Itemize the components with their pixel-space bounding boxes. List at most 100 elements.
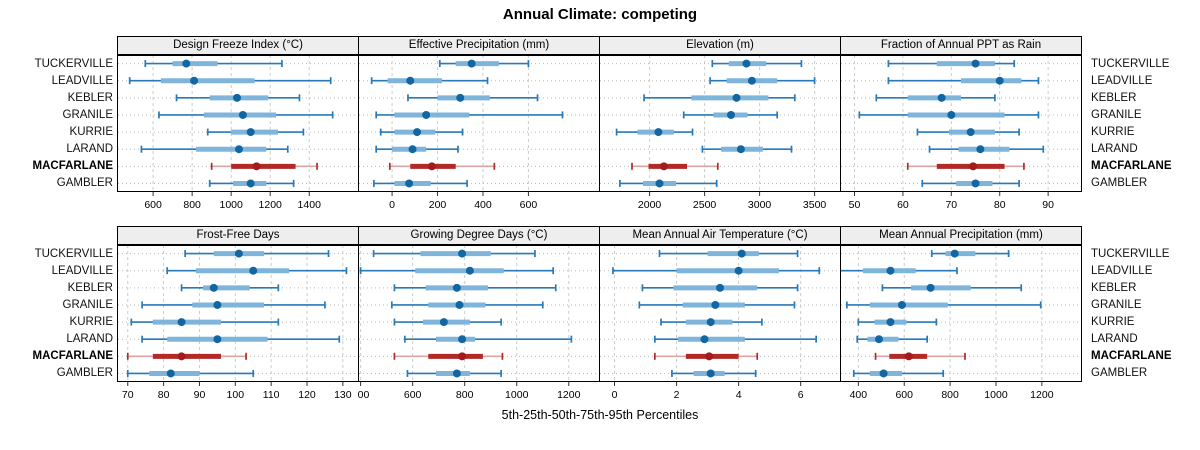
panel-header: Mean Annual Precipitation (mm) bbox=[840, 226, 1082, 245]
row-label-macfarlane: MACFARLANE bbox=[1091, 160, 1172, 173]
x-tick-label: 1000 bbox=[984, 389, 1008, 401]
x-tick-label: 100 bbox=[227, 389, 245, 401]
x-tick-label: 110 bbox=[263, 389, 280, 401]
panel-plot: 0 200 400 600 bbox=[358, 55, 600, 211]
x-tick-label: 80 bbox=[994, 199, 1006, 211]
category-labels-left: TUCKERVILLE LEADVILLE KEBLER GRANILE KURRIE L… bbox=[0, 226, 118, 403]
x-tick-label: 1200 bbox=[557, 389, 581, 401]
x-tick-label: 50 bbox=[849, 199, 861, 211]
x-tick-label: 6 bbox=[798, 389, 804, 401]
panel-plot: 50 60 70 80 90 bbox=[840, 55, 1082, 211]
x-tick-label: 800 bbox=[183, 199, 201, 211]
row-label-granile: GRANILE bbox=[62, 298, 114, 311]
panel-4: Frost-Free Days 70 80 90 100 110 120 130 bbox=[117, 226, 359, 404]
panel-row-bottom: TUCKERVILLE LEADVILLE KEBLER GRANILE KURRIE L… bbox=[0, 226, 1200, 404]
x-tick-label: 1200 bbox=[1030, 389, 1054, 401]
panel-plot: 400 600 800 1000 1200 bbox=[358, 245, 600, 401]
panel-header: Effective Precipitation (mm) bbox=[358, 36, 600, 55]
row-label-tuckerville: TUCKERVILLE bbox=[1091, 247, 1170, 260]
panel-plot: 400 600 800 1000 1200 bbox=[840, 245, 1082, 401]
row-label-granile: GRANILE bbox=[62, 108, 114, 121]
row-label-larand: LARAND bbox=[66, 143, 113, 156]
x-tick-label: 600 bbox=[895, 389, 913, 401]
row-label-larand: LARAND bbox=[1091, 143, 1138, 156]
row-label-leadville: LEADVILLE bbox=[1091, 74, 1153, 87]
panel-plot: 70 80 90 100 110 120 130 bbox=[117, 245, 359, 401]
panel-header: Fraction of Annual PPT as Rain bbox=[840, 36, 1082, 55]
row-label-gambler: GAMBLER bbox=[1091, 367, 1148, 380]
panel-plot: 2000 2500 3000 3500 bbox=[599, 55, 841, 211]
row-label-kebler: KEBLER bbox=[1091, 281, 1137, 294]
x-tick-label: 1400 bbox=[298, 199, 322, 211]
panel-2: Elevation (m) 2000 2500 3000 3500 bbox=[599, 36, 841, 214]
row-label-larand: LARAND bbox=[66, 333, 113, 346]
row-label-gambler: GAMBLER bbox=[56, 367, 113, 380]
panel-7: Mean Annual Precipitation (mm) 400 600 800 1… bbox=[840, 226, 1082, 404]
row-label-macfarlane: MACFARLANE bbox=[32, 350, 114, 363]
x-tick-label: 400 bbox=[358, 389, 370, 401]
x-tick-label: 800 bbox=[456, 389, 474, 401]
x-tick-label: 0 bbox=[612, 389, 618, 401]
panel-5: Growing Degree Days (°C) 400 600 800 1000 120… bbox=[358, 226, 600, 404]
x-axis-label: 5th-25th-50th-75th-95th Percentiles bbox=[501, 408, 699, 422]
x-tick-label: 1200 bbox=[259, 199, 283, 211]
x-tick-label: 2000 bbox=[638, 199, 662, 211]
x-tick-label: 4 bbox=[736, 389, 742, 401]
row-label-kurrie: KURRIE bbox=[1091, 126, 1135, 139]
x-tick-label: 90 bbox=[1042, 199, 1054, 211]
row-label-kurrie: KURRIE bbox=[69, 126, 113, 139]
panel-header: Mean Annual Air Temperature (°C) bbox=[599, 226, 841, 245]
row-label-kebler: KEBLER bbox=[1091, 91, 1137, 104]
panel-header: Design Freeze Index (°C) bbox=[117, 36, 359, 55]
row-label-larand: LARAND bbox=[1091, 333, 1138, 346]
row-label-granile: GRANILE bbox=[1091, 298, 1142, 311]
row-label-leadville: LEADVILLE bbox=[1091, 264, 1153, 277]
row-label-leadville: LEADVILLE bbox=[51, 264, 113, 277]
panel-plot: 600 800 1000 1200 1400 bbox=[117, 55, 359, 211]
panel-3: Fraction of Annual PPT as Rain 50 60 70 80 90 bbox=[840, 36, 1082, 214]
panel-0: Design Freeze Index (°C) 600 800 1000 1200 14… bbox=[117, 36, 359, 214]
panel-6: Mean Annual Air Temperature (°C) 0 2 4 6 bbox=[599, 226, 841, 404]
row-label-gambler: GAMBLER bbox=[56, 177, 113, 190]
x-tick-label: 1000 bbox=[505, 389, 529, 401]
x-tick-label: 400 bbox=[474, 199, 492, 211]
row-label-tuckerville: TUCKERVILLE bbox=[34, 57, 113, 70]
panel-header: Frost-Free Days bbox=[117, 226, 359, 245]
x-tick-label: 600 bbox=[144, 199, 162, 211]
row-label-kurrie: KURRIE bbox=[1091, 316, 1135, 329]
chart-title: Annual Climate: competing bbox=[502, 6, 698, 23]
panel-header: Growing Degree Days (°C) bbox=[358, 226, 600, 245]
row-label-gambler: GAMBLER bbox=[1091, 177, 1148, 190]
row-gap bbox=[0, 214, 1200, 226]
x-tick-label: 120 bbox=[298, 389, 316, 401]
x-tick-label: 130 bbox=[334, 389, 352, 401]
row-label-tuckerville: TUCKERVILLE bbox=[1091, 57, 1170, 70]
row-label-leadville: LEADVILLE bbox=[51, 74, 113, 87]
x-tick-label: 70 bbox=[122, 389, 134, 401]
panel-plot: 0 2 4 6 bbox=[599, 245, 841, 401]
x-tick-label: 70 bbox=[945, 199, 957, 211]
x-tick-label: 1000 bbox=[219, 199, 243, 211]
category-labels-right: TUCKERVILLE LEADVILLE KEBLER GRANILE KURRIE L… bbox=[1082, 36, 1196, 213]
row-label-kebler: KEBLER bbox=[67, 91, 113, 104]
panel-1: Effective Precipitation (mm) 0 200 400 600 bbox=[358, 36, 600, 214]
category-labels-left: TUCKERVILLE LEADVILLE KEBLER GRANILE KURRIE L… bbox=[0, 36, 118, 213]
x-tick-label: 2500 bbox=[693, 199, 717, 211]
x-tick-label: 400 bbox=[850, 389, 868, 401]
x-tick-label: 60 bbox=[897, 199, 909, 211]
x-tick-label: 2 bbox=[674, 389, 680, 401]
x-tick-label: 0 bbox=[389, 199, 395, 211]
row-label-kebler: KEBLER bbox=[67, 281, 113, 294]
row-label-granile: GRANILE bbox=[1091, 108, 1142, 121]
row-label-kurrie: KURRIE bbox=[69, 316, 113, 329]
panel-row-top: TUCKERVILLE LEADVILLE KEBLER GRANILE KURRIE L… bbox=[0, 36, 1200, 214]
row-label-macfarlane: MACFARLANE bbox=[32, 160, 114, 173]
category-labels-right: TUCKERVILLE LEADVILLE KEBLER GRANILE KURRIE L… bbox=[1082, 226, 1196, 403]
x-tick-label: 800 bbox=[941, 389, 959, 401]
x-tick-label: 600 bbox=[404, 389, 422, 401]
x-tick-label: 200 bbox=[429, 199, 447, 211]
x-tick-label: 90 bbox=[194, 389, 206, 401]
x-tick-label: 80 bbox=[158, 389, 170, 401]
x-tick-label: 600 bbox=[520, 199, 538, 211]
row-label-macfarlane: MACFARLANE bbox=[1091, 350, 1172, 363]
